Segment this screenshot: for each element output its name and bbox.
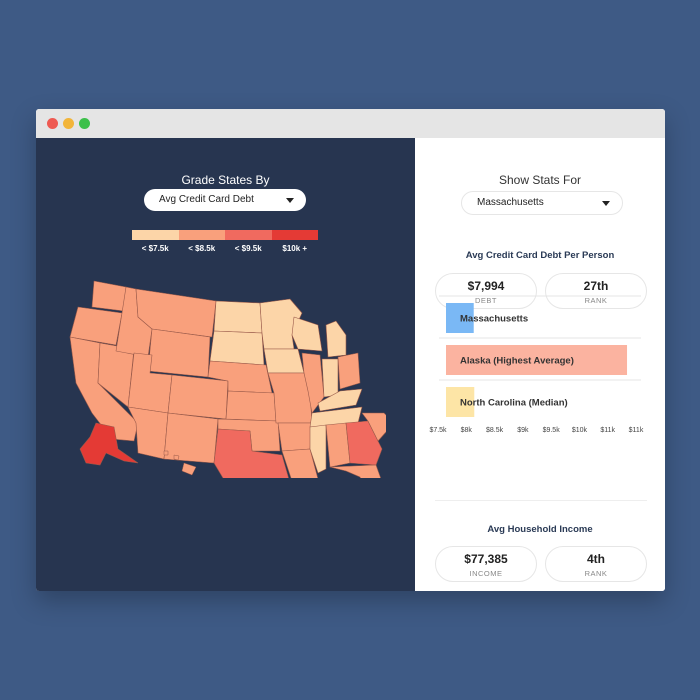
grade-by-select-value: Avg Credit Card Debt [159,194,254,205]
grade-states-label: Grade States By [181,173,270,187]
state-washington[interactable] [91,280,127,312]
state-wyoming[interactable] [147,328,211,378]
chart-tick-label: $7.5k [429,427,447,434]
state-indiana[interactable] [321,358,339,398]
state-arkansas[interactable] [277,422,313,452]
chart-bar-label: North Carolina (Median) [460,398,568,409]
show-stats-label: Show Stats For [498,173,582,187]
legend-swatch [132,230,179,240]
state-oregon[interactable] [69,306,123,346]
state-select[interactable]: Massachusetts [461,191,623,215]
state-arizona[interactable] [127,406,169,460]
chart-tick-label: $11k [629,427,644,434]
chevron-down-icon [602,201,610,206]
debt-rank-label: RANK [584,296,608,305]
state-ohio[interactable] [337,352,361,390]
stats-panel: Show Stats For Massachusetts Avg Credit … [415,138,665,591]
chart-tick-label: $9k [517,427,529,434]
section-divider [435,500,647,501]
state-alaska[interactable] [79,422,139,466]
minimize-window-button[interactable] [63,118,74,129]
chart-bar [446,387,475,417]
chart-bar-label: Massachusetts [460,314,528,325]
state-kentucky[interactable] [317,388,363,412]
legend-label: < $8.5k [188,244,216,253]
debt-comparison-chart: Massachusetts Alaska (Highest Average) Nor… [429,295,644,434]
state-louisiana[interactable] [281,448,319,478]
state-minnesota[interactable] [259,298,303,350]
income-card: $77,385 INCOME [435,546,537,582]
legend-labels: < $7.5k < $8.5k < $9.5k $10k + [132,244,318,253]
legend-swatch [271,230,318,240]
income-rank-value: 4th [587,552,605,566]
state-south-dakota[interactable] [209,330,265,366]
close-window-button[interactable] [47,118,58,129]
income-label: INCOME [469,569,503,578]
state-kansas[interactable] [225,390,277,422]
state-mississippi[interactable] [309,424,327,474]
state-wisconsin[interactable] [291,316,323,352]
us-map [69,280,386,478]
state-south-carolina[interactable] [361,412,386,442]
legend-swatch [225,230,272,240]
income-rank-card: 4th RANK [545,546,647,582]
state-texas[interactable] [213,428,290,478]
chart-bar [446,345,628,375]
maximize-window-button[interactable] [79,118,90,129]
state-north-dakota[interactable] [213,300,263,334]
debt-label: DEBT [474,296,497,305]
chart-tick-label: $10k [572,427,588,434]
debt-rank-card: 27th RANK [545,273,647,309]
debt-rank-value: 27th [583,279,609,293]
map-panel: Grade States By Avg Credit Card Debt < $… [36,138,415,591]
chart-bar [446,303,474,333]
window-titlebar [36,109,665,138]
debt-value: $7,994 [467,279,505,293]
chart-tick-label: $8.5k [486,427,504,434]
state-florida[interactable] [329,464,386,478]
income-rank-label: RANK [584,569,608,578]
state-select-value: Massachusetts [477,197,544,208]
state-colorado[interactable] [167,374,229,420]
chart-tick-label: $9.5k [543,427,561,434]
debt-section-title: Avg Credit Card Debt Per Person [465,250,615,261]
chevron-down-icon [286,198,294,203]
debt-card: $7,994 DEBT [435,273,537,309]
chart-tick-label: $8k [461,427,473,434]
chart-bar-label: Alaska (Highest Average) [460,356,574,367]
state-iowa[interactable] [263,348,305,374]
state-hawaii[interactable] [163,450,197,476]
legend-label: $10k + [282,244,308,253]
legend-label: < $9.5k [234,244,262,253]
legend-label: < $7.5k [141,244,169,253]
income-section-title: Avg Household Income [487,524,593,535]
income-value: $77,385 [464,552,508,566]
legend-color-bar [132,230,318,240]
state-new-mexico[interactable] [163,412,219,464]
grade-by-select[interactable]: Avg Credit Card Debt [144,189,306,211]
state-georgia[interactable] [345,420,383,466]
legend-swatch [178,230,225,240]
chart-tick-label: $11k [600,427,615,434]
state-michigan[interactable] [325,320,347,358]
browser-window: Grade States By Avg Credit Card Debt < $… [36,109,665,591]
